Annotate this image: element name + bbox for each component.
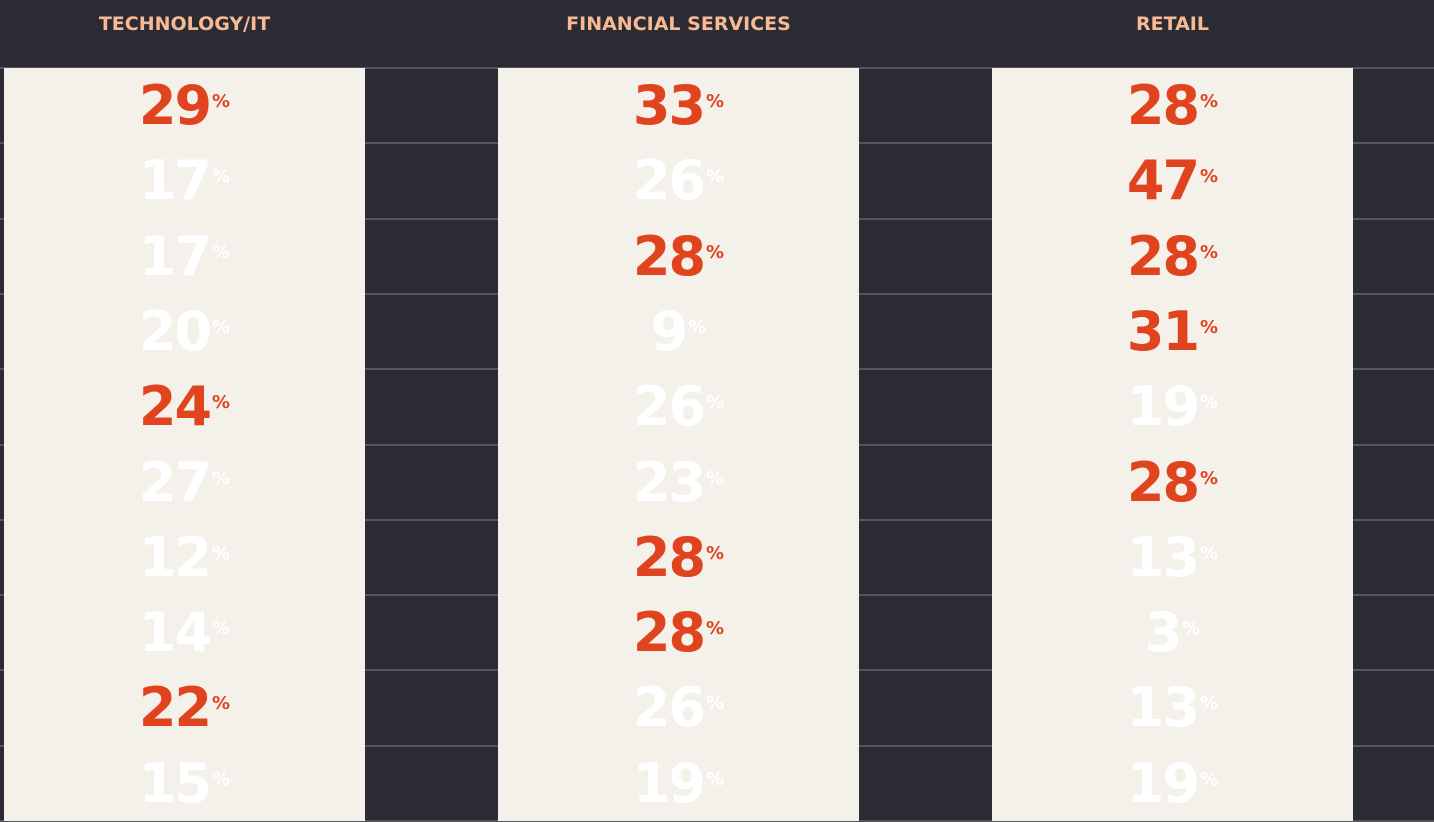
unit: % [212,467,231,489]
unit: % [1200,241,1219,263]
value: 29 [138,74,212,137]
value-cell: 27% [4,445,365,520]
value-cell: 3% [992,595,1353,670]
column-header: FINANCIAL SERVICES [566,13,791,35]
value-cell: 26% [498,143,859,218]
unit: % [1200,693,1219,715]
value-cell: 12% [4,520,365,595]
unit: % [1200,392,1219,414]
value-cell: 24% [4,369,365,444]
column-background [992,68,1353,821]
value-cell: 17% [4,143,365,218]
value: 47 [1126,149,1200,213]
unit: % [212,768,231,790]
value-cell: 9% [498,294,859,369]
value-cell: 22% [4,670,365,745]
value: 14 [138,601,212,665]
value-cell: 15% [4,746,365,821]
value: 17 [138,149,212,213]
value-cell: 28% [498,595,859,670]
unit: % [212,91,231,112]
value-cell: 28% [498,520,859,595]
column-background [498,68,859,821]
unit: % [706,241,725,263]
value-cell: 31% [992,294,1353,369]
unit: % [212,392,231,414]
value-cell: 19% [992,369,1353,444]
unit: % [1200,316,1219,338]
value: 3 [1144,601,1183,665]
value: 28 [632,601,706,665]
unit: % [212,693,231,715]
value: 27 [138,450,212,514]
unit: % [212,316,231,338]
value-cell: 47% [992,143,1353,218]
column-header: TECHNOLOGY/IT [98,13,271,35]
value-cell: 28% [992,445,1353,520]
value-cell: 28% [992,68,1353,143]
unit: % [212,241,231,263]
column-header: RETAIL [1136,13,1209,35]
value: 28 [632,525,706,589]
value: 28 [1126,450,1200,514]
value: 28 [632,224,706,288]
unit: % [706,768,725,790]
value: 17 [138,224,212,288]
value: 31 [1126,299,1200,363]
value-cell: 33% [498,68,859,143]
unit: % [1200,542,1219,564]
unit: % [706,618,725,640]
value: 20 [138,299,212,363]
value: 19 [1126,375,1200,439]
value-cell: 13% [992,670,1353,745]
value: 15 [138,751,212,815]
value-cell: 14% [4,595,365,670]
value-cell: 29% [4,68,365,143]
unit: % [1182,618,1201,640]
value: 12 [138,525,212,589]
unit: % [1200,166,1219,188]
value: 24 [138,375,212,439]
value: 33 [632,74,706,137]
unit: % [212,542,231,564]
unit: % [1200,91,1219,112]
unit: % [706,693,725,715]
value-cell: 26% [498,670,859,745]
value-cell: 28% [498,219,859,294]
value-cell: 20% [4,294,365,369]
unit: % [706,392,725,414]
value: 13 [1126,676,1200,740]
unit: % [706,166,725,188]
column-background [4,68,365,821]
value-cell: 19% [498,746,859,821]
unit: % [688,316,707,338]
value: 28 [1126,224,1200,288]
value-cell: 19% [992,746,1353,821]
value: 28 [1126,74,1200,137]
value: 13 [1126,525,1200,589]
unit: % [1200,768,1219,790]
unit: % [212,166,231,188]
value: 19 [632,751,706,815]
unit: % [212,618,231,640]
value-cell: 28% [992,219,1353,294]
value: 22 [138,676,212,740]
unit: % [1200,467,1219,489]
value-cell: 17% [4,219,365,294]
value: 26 [632,149,706,213]
value-cell: 26% [498,369,859,444]
unit: % [706,91,725,112]
value: 9 [650,299,689,363]
value-cell: 23% [498,445,859,520]
unit: % [706,467,725,489]
value-cell: 13% [992,520,1353,595]
value: 26 [632,676,706,740]
value: 23 [632,450,706,514]
value: 19 [1126,751,1200,815]
unit: % [706,542,725,564]
value: 26 [632,375,706,439]
